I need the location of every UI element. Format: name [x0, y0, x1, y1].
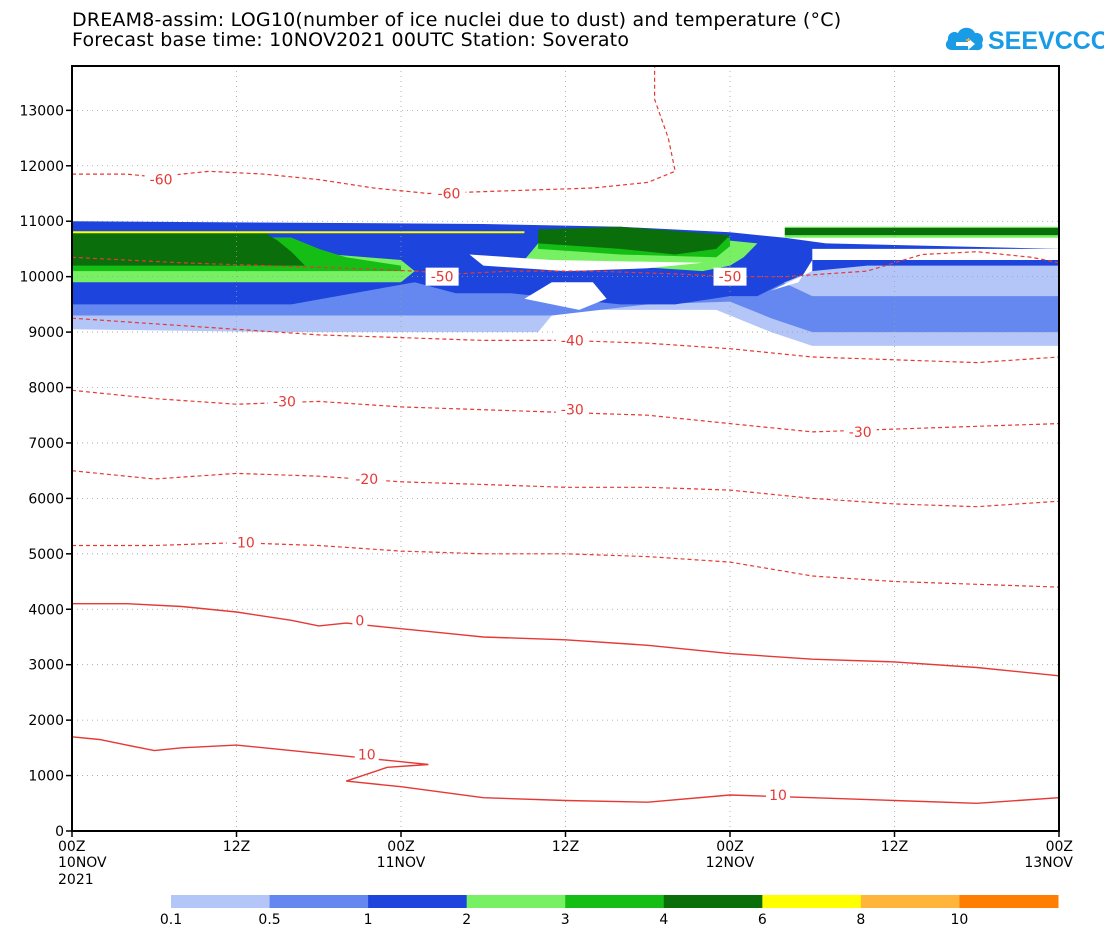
y-tick-label: 10000	[19, 270, 64, 286]
seevccc-logo: SEEVCCC	[945, 27, 1104, 55]
fill-region-level-5	[538, 226, 730, 255]
contour-label-bg	[425, 267, 459, 286]
colorbar-label: 10	[951, 912, 969, 928]
colorbar-swatch	[368, 895, 468, 908]
colorbar-swatch	[959, 895, 1059, 908]
x-tick-label: 12Z	[552, 839, 579, 855]
fill-region-level-5	[784, 227, 1059, 236]
contour-label: -10	[232, 536, 255, 552]
contour-label: -50	[431, 270, 454, 286]
y-tick-label: 13000	[19, 103, 64, 119]
y-tick-label: 4000	[28, 602, 64, 618]
contour-label: -60	[150, 173, 173, 189]
colorbar-label: 6	[758, 912, 767, 928]
contour-label-bg	[226, 533, 260, 552]
x-tick-date: 10NOV	[58, 855, 107, 871]
colorbar-swatch	[663, 895, 763, 908]
contour-label: -60	[438, 187, 461, 203]
contour-label: 0	[355, 613, 364, 629]
contour-label: -40	[561, 333, 584, 349]
contour-label: -30	[561, 403, 584, 419]
x-tick-date: 13NOV	[1024, 855, 1073, 871]
x-tick-label: 00Z	[1046, 839, 1073, 855]
y-tick-label: 3000	[28, 658, 64, 674]
contour-label-bg	[765, 785, 790, 804]
contour-label-bg	[350, 469, 384, 488]
x-tick-label: 00Z	[387, 839, 414, 855]
fill-region-level-5	[72, 232, 305, 266]
contour-label: -20	[355, 472, 378, 488]
colorbar-label: 3	[561, 912, 570, 928]
x-tick-date: 11NOV	[377, 855, 426, 871]
contour-line	[72, 66, 676, 195]
y-tick-label: 7000	[28, 436, 64, 452]
y-tick-label: 8000	[28, 381, 64, 397]
y-tick-label: 12000	[19, 159, 64, 175]
contour-line	[72, 317, 1059, 364]
y-tick-label: 1000	[28, 769, 64, 785]
x-tick-label: 12Z	[881, 839, 908, 855]
blank-region	[469, 254, 703, 272]
chart-subtitle: Forecast base time: 10NOV2021 00UTC Stat…	[72, 29, 630, 51]
contour-label: 10	[769, 788, 787, 804]
x-tick-label: 12Z	[223, 839, 250, 855]
y-tick-label: 6000	[28, 491, 64, 507]
chart-title: DREAM8-assim: LOG10(number of ice nuclei…	[72, 9, 842, 31]
contour-label-bg	[432, 184, 466, 203]
contour-label: -30	[273, 394, 296, 410]
contour-line	[72, 251, 1059, 278]
colorbar-label: 1	[364, 912, 373, 928]
colorbar-label: 0.5	[258, 912, 280, 928]
contour-label: -30	[849, 425, 872, 441]
x-tick-label: 00Z	[58, 839, 85, 855]
colorbar-label: 0.1	[160, 912, 182, 928]
contour-label-bg	[713, 267, 747, 286]
temperature-contours: -60 -60 -50 -50 -40 -30 -30 -30 -20 -10 0 10 10	[72, 66, 1059, 805]
contour-label: -50	[719, 270, 742, 286]
ice-nuclei-fills	[72, 221, 1059, 346]
contour-label-bg	[843, 422, 877, 441]
cloud-icon	[945, 27, 984, 51]
colorbar-swatch	[565, 895, 665, 908]
y-tick-label: 2000	[28, 713, 64, 729]
grid	[72, 66, 1059, 831]
colorbar-swatch	[171, 895, 271, 908]
x-tick-label: 00Z	[716, 839, 743, 855]
contour-label-bg	[267, 392, 301, 411]
y-tick-label: 9000	[28, 325, 64, 341]
contour-line	[72, 603, 1059, 677]
y-axis: 0 1000 2000 3000 4000 5000 6000 7000 8000 9000 100…	[19, 103, 72, 840]
colorbar-label: 4	[659, 912, 668, 928]
colorbar-swatch	[466, 895, 566, 908]
colorbar-label: 2	[462, 912, 471, 928]
y-tick-label: 0	[55, 824, 64, 840]
contour-label-bg	[352, 611, 368, 630]
y-tick-label: 11000	[19, 214, 64, 230]
contour-label: 10	[358, 748, 376, 764]
contour-label-bg	[354, 745, 379, 764]
colorbar-swatch	[860, 895, 960, 908]
x-tick-year: 2021	[58, 872, 94, 888]
logo-text: SEEVCCC	[988, 27, 1104, 55]
contour-label-bg	[144, 170, 178, 189]
colorbar-swatch	[269, 895, 369, 908]
contour-line	[72, 542, 1059, 588]
colorbar: 0.1 0.5 1 2 3 4 6 8 10	[160, 895, 1059, 928]
x-tick-date: 12NOV	[706, 855, 755, 871]
contour-label-bg	[555, 331, 589, 350]
colorbar-label: 8	[856, 912, 865, 928]
contour-label-bg	[555, 400, 589, 419]
colorbar-swatch	[762, 895, 862, 908]
y-tick-label: 5000	[28, 547, 64, 563]
blank-region	[771, 248, 1059, 291]
